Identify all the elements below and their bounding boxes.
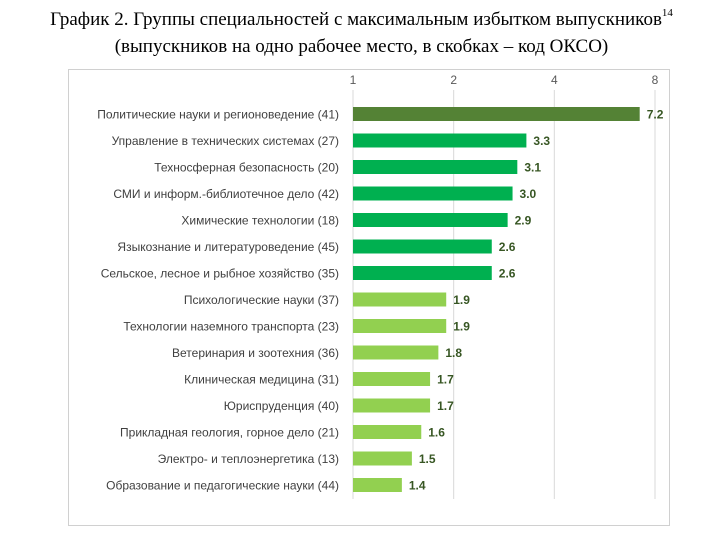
- category-label: Образование и педагогические науки (44): [106, 479, 339, 493]
- bar-chart: 1 2 4 8 Политические науки и регионоведение …: [97, 73, 664, 499]
- bar: [353, 425, 422, 439]
- category-label: Сельское, лесное и рыбное хозяйство (35): [101, 267, 339, 281]
- data-label: 1.8: [445, 346, 462, 360]
- chart-frame: 1 2 4 8 Политические науки и регионоведение …: [68, 69, 670, 526]
- chart-subtitle: (выпускников на одно рабочее место, в ск…: [114, 36, 609, 57]
- x-tick-label: 1: [350, 73, 357, 87]
- category-label: Техносферная безопасность (20): [154, 161, 339, 175]
- bar: [353, 345, 439, 360]
- data-label: 1.7: [437, 399, 454, 413]
- category-label: Ветеринария и зоотехния (36): [172, 346, 339, 360]
- x-tick-label: 4: [551, 73, 558, 87]
- data-label: 3.1: [524, 161, 541, 175]
- bar: [353, 160, 518, 174]
- x-tick-label: 8: [652, 73, 659, 87]
- data-label: 7.2: [647, 108, 664, 122]
- bar: [353, 266, 492, 280]
- bar: [353, 398, 431, 413]
- bar: [353, 372, 431, 386]
- bar: [353, 239, 492, 254]
- data-label: 2.6: [499, 240, 516, 254]
- bar: [353, 451, 412, 466]
- data-label: 1.9: [453, 293, 470, 307]
- chart-title: График 2. Группы специальностей с максим…: [0, 6, 723, 60]
- bar: [353, 186, 513, 201]
- category-label: Управление в технических системах (27): [112, 134, 339, 148]
- bar: [353, 133, 527, 148]
- category-label: Политические науки и регионоведение (41): [97, 108, 339, 122]
- bar: [353, 319, 447, 333]
- category-label: Прикладная геология, горное дело (21): [120, 426, 339, 440]
- category-label: Технологии наземного транспорта (23): [123, 320, 339, 334]
- bar: [353, 213, 508, 227]
- category-label: Юриспруденция (40): [224, 399, 339, 413]
- bar: [353, 107, 640, 121]
- x-tick-label: 2: [450, 73, 457, 87]
- data-label: 3.0: [520, 187, 537, 201]
- category-label: СМИ и информ.-библиотечное дело (42): [113, 187, 339, 201]
- data-label: 2.6: [499, 267, 516, 281]
- footnote-marker: 14: [661, 7, 673, 19]
- category-label: Психологические науки (37): [184, 293, 339, 307]
- data-label: 2.9: [515, 214, 532, 228]
- data-label: 1.6: [428, 426, 445, 440]
- bar: [353, 478, 402, 492]
- data-label: 1.5: [419, 452, 436, 466]
- data-label: 1.7: [437, 373, 454, 387]
- category-label: Клиническая медицина (31): [184, 373, 339, 387]
- chart-title-line1: График 2. Группы специальностей с максим…: [50, 9, 662, 30]
- bar: [353, 292, 447, 307]
- data-label: 3.3: [533, 134, 550, 148]
- category-label: Электро- и теплоэнергетика (13): [158, 452, 339, 466]
- category-label: Языкознание и литературоведение (45): [117, 240, 339, 254]
- data-label: 1.4: [409, 479, 426, 493]
- data-label: 1.9: [453, 320, 470, 334]
- category-label: Химические технологии (18): [181, 214, 339, 228]
